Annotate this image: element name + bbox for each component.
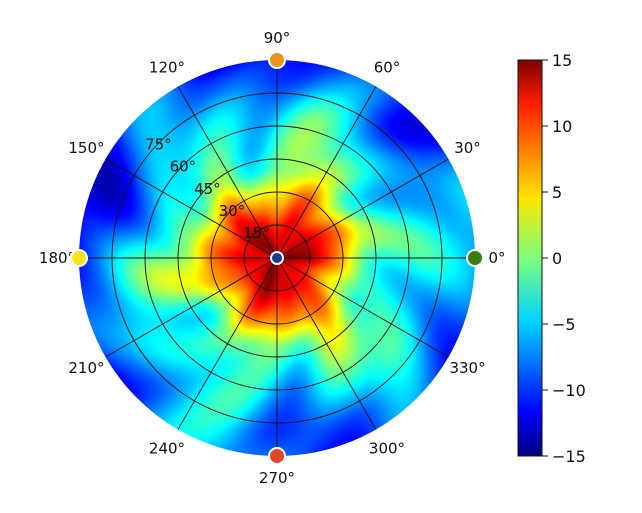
radial-tick-label: 15° [243, 224, 270, 242]
angular-tick-label: 180° [39, 249, 75, 267]
edge-marker [70, 249, 88, 267]
angular-tick-label: 30° [454, 139, 481, 157]
colorbar-gradient [517, 59, 543, 457]
colorbar-tick-label: 15 [552, 51, 572, 70]
angular-tick-label: 210° [68, 359, 104, 377]
angular-tick-label: 300° [369, 440, 405, 458]
edge-marker [466, 249, 484, 267]
colorbar-tick-label: 10 [552, 117, 572, 136]
angular-grid-line [177, 86, 278, 259]
angular-grid-line [276, 257, 377, 430]
angular-tick-labels: 0° 30° 60° 90° 120° 150° 180° 210° 240° 270° 300° 3… [39, 29, 506, 487]
angular-grid-line [105, 257, 278, 358]
angular-tick-label: 150° [68, 139, 104, 157]
angular-grid-line [105, 158, 278, 259]
edge-marker [268, 447, 286, 465]
radial-tick-label: 45° [194, 180, 221, 198]
radial-tick-label: 75° [145, 136, 172, 154]
angular-tick-label: 90° [264, 29, 291, 47]
edge-markers [70, 51, 484, 465]
angular-grid-line [276, 158, 449, 259]
colorbar-tick-label: 0 [552, 249, 562, 268]
colorbar-tick-label: −10 [552, 381, 586, 400]
angular-grid-line [276, 86, 377, 259]
center-marker [270, 251, 284, 265]
radial-tick-label: 60° [170, 158, 197, 176]
angular-grid-line [177, 257, 278, 430]
radial-tick-labels: 15° 30° 45° 60° 75° [145, 136, 270, 242]
angular-tick-label: 120° [149, 58, 185, 76]
polar-grid [79, 60, 475, 456]
colorbar-tick-label: −15 [552, 447, 586, 466]
radial-tick-label: 30° [219, 202, 246, 220]
colorbar-ticks: 15 10 5 0 −5 −10 −15 [542, 51, 586, 466]
colorbar-tick-label: −5 [552, 315, 576, 334]
colorbar: 15 10 5 0 −5 −10 −15 [517, 51, 586, 466]
angular-tick-label: 240° [149, 440, 185, 458]
edge-marker [268, 51, 286, 69]
angular-grid-line [276, 257, 449, 358]
angular-tick-label: 330° [449, 359, 485, 377]
angular-tick-label: 60° [374, 58, 401, 76]
colorbar-tick-label: 5 [552, 183, 562, 202]
angular-tick-label: 270° [259, 469, 295, 487]
angular-tick-label: 0° [488, 249, 505, 267]
